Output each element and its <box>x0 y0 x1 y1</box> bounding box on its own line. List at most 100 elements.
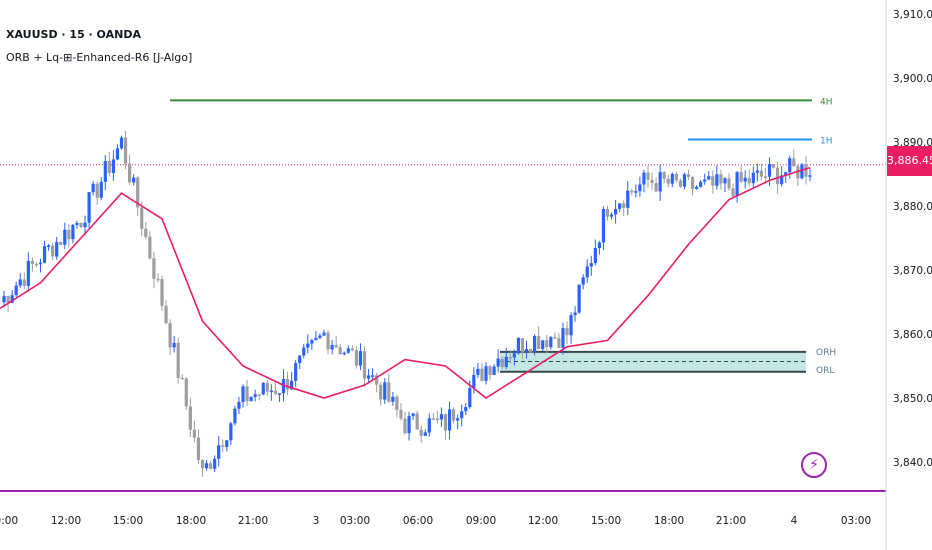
candle-body <box>719 174 723 184</box>
candle-body <box>302 347 306 356</box>
candle-body <box>573 312 577 316</box>
candle-body <box>711 176 715 186</box>
candle-body <box>63 229 67 245</box>
candle-body <box>622 203 626 208</box>
current-price-label: 3,886.455 <box>887 146 932 176</box>
candle-body <box>103 161 107 182</box>
candle-body <box>387 382 391 402</box>
time-tick-label: 06:00 <box>403 515 433 527</box>
candle-body <box>767 164 772 177</box>
candle-body <box>533 335 537 353</box>
candle-body <box>662 172 666 179</box>
candle-body <box>30 260 34 264</box>
candle-body <box>792 158 796 167</box>
price-tick-label: 3,840.000 <box>893 457 932 469</box>
candle-body <box>500 358 504 367</box>
candle-body <box>419 429 423 436</box>
candle-body <box>763 176 768 179</box>
candle-body <box>245 386 249 402</box>
candle-body <box>784 172 788 176</box>
candle-body <box>55 241 59 257</box>
time-tick-label: 09:00 <box>0 515 18 527</box>
candle-body <box>743 177 747 182</box>
candle-body <box>411 413 415 417</box>
candle-body <box>91 183 95 193</box>
lightning-bolt-icon[interactable]: ⚡ <box>801 452 827 478</box>
candle-body <box>707 176 711 180</box>
candle-body <box>727 178 731 189</box>
orb-range-box <box>500 351 806 372</box>
candle-body <box>253 394 257 398</box>
candle-body <box>399 409 403 419</box>
candle-body <box>164 305 168 324</box>
candle-body <box>618 203 622 209</box>
candle-body <box>395 396 399 410</box>
candle-body <box>99 181 103 198</box>
candle-body <box>788 158 792 173</box>
candle-body <box>654 183 658 192</box>
candle-body <box>95 183 99 198</box>
candle-body <box>22 279 26 286</box>
candle-body <box>537 335 541 350</box>
candle-body <box>160 279 164 306</box>
candle-body <box>557 338 561 348</box>
candle-body <box>581 277 585 285</box>
candle-body <box>545 340 549 348</box>
chart-plot-area[interactable]: ORH ORL 4H 1H <box>0 97 886 492</box>
candle-body <box>362 351 367 379</box>
level-1h-label: 1H <box>820 136 833 146</box>
candle-body <box>646 172 650 180</box>
candle-body <box>184 378 188 407</box>
price-axis[interactable]: 3,910.0003,900.0003,890.0003,880.0003,87… <box>885 0 932 550</box>
candle-body <box>678 180 682 187</box>
candle-body <box>512 353 516 358</box>
candle-body <box>735 172 739 197</box>
candle-body <box>176 342 180 378</box>
candle-body <box>634 191 638 193</box>
candle-body <box>47 245 51 247</box>
candle-body <box>504 356 508 367</box>
candle-body <box>334 344 338 348</box>
candle-body <box>38 262 43 265</box>
candle-body <box>18 279 22 286</box>
candle-body <box>776 167 780 185</box>
level-4h-label: 4H <box>820 97 833 107</box>
candle-body <box>439 414 444 420</box>
candle-body <box>196 437 201 461</box>
candle-body <box>731 188 735 197</box>
candle-body <box>111 159 115 173</box>
time-tick-label: 21:00 <box>238 515 268 527</box>
candle-body <box>192 429 196 438</box>
candle-body <box>666 178 670 184</box>
candle-body <box>14 285 18 296</box>
candle-body <box>549 337 553 348</box>
candle-body <box>605 209 610 217</box>
candle-body <box>144 228 148 237</box>
time-axis[interactable]: 09:00 12:00 15:00 18:00 21:00 3 03:00 06:00 09:0… <box>0 515 871 527</box>
candle-body <box>298 355 302 364</box>
candle-body <box>407 416 411 434</box>
price-tick-label: 3,850.000 <box>893 393 932 405</box>
candle-body <box>460 411 464 419</box>
candle-body <box>261 382 265 395</box>
candle-body <box>140 207 144 229</box>
candle-body <box>609 214 614 217</box>
candle-body <box>480 368 484 381</box>
candle-body <box>107 161 111 173</box>
candle-body <box>152 258 156 279</box>
candle-body <box>277 393 282 395</box>
candle-body <box>354 350 358 366</box>
candle-body <box>630 190 634 193</box>
candle-body <box>75 222 79 225</box>
candle-body <box>464 407 468 412</box>
candle-body <box>180 377 184 380</box>
candle-body <box>375 375 379 385</box>
candle-body <box>346 348 350 353</box>
candle-body <box>614 208 618 215</box>
time-tick-label: 12:00 <box>528 515 558 527</box>
candle-body <box>257 394 261 396</box>
candle-body <box>589 263 593 267</box>
candle-body <box>6 295 10 303</box>
time-tick-label: 12:00 <box>51 515 81 527</box>
